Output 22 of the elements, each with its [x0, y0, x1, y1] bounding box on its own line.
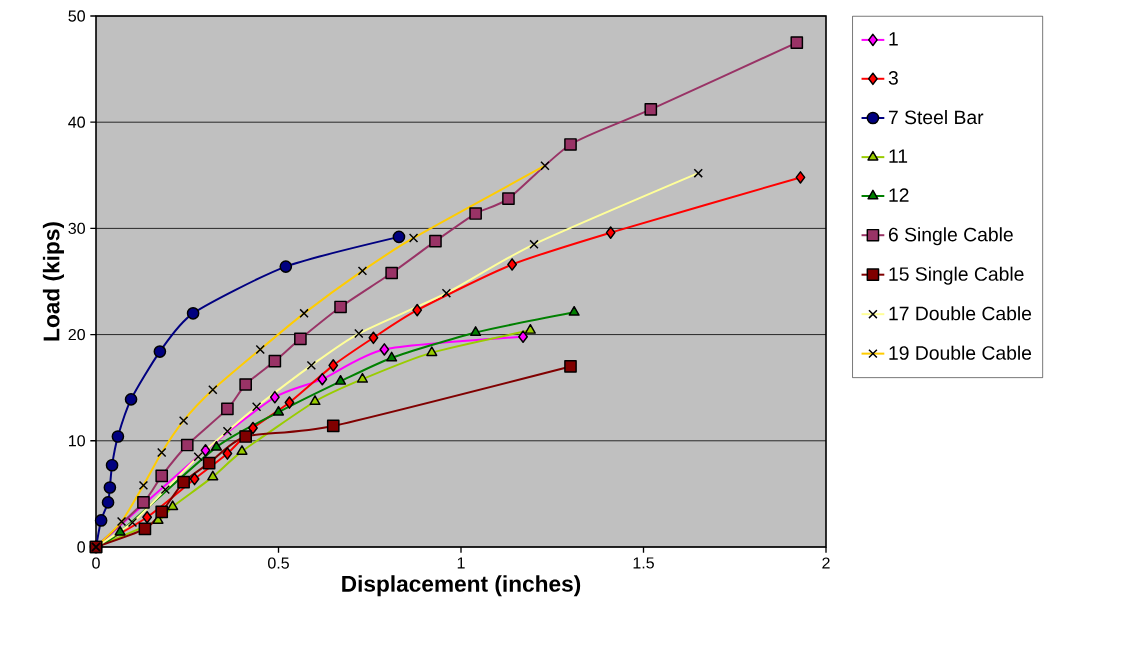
legend-label: 6 Single Cable: [888, 227, 1013, 246]
x-tick-label: 0: [92, 557, 100, 569]
legend-label: 11: [889, 149, 908, 163]
legend-label: 3: [888, 71, 898, 85]
legend-label: 12: [889, 188, 909, 202]
y-tick-label: 10: [69, 435, 85, 447]
legend-label: 19 Double Cable: [889, 345, 1032, 360]
y-tick-label: 20: [68, 328, 85, 341]
y-tick-label: 50: [68, 10, 85, 22]
x-tick-label: 2: [822, 557, 830, 569]
x-axis-title: Displacement (inches): [342, 575, 581, 597]
legend-label: 17 Double Cable: [889, 306, 1032, 321]
legend-label: 15 Single Cable: [889, 266, 1024, 285]
legend-label: 7 Steel Bar: [888, 109, 984, 125]
y-tick-label: 40: [68, 116, 85, 128]
x-tick-label: 1: [457, 557, 465, 569]
x-tick-label: 1.5: [633, 557, 654, 569]
y-tick-label: 30: [68, 222, 85, 235]
legend-label: 1: [889, 32, 898, 46]
y-tick-label: 0: [77, 541, 85, 553]
y-axis-title: Load (kips): [42, 222, 64, 341]
x-tick-label: 0.5: [268, 557, 289, 569]
